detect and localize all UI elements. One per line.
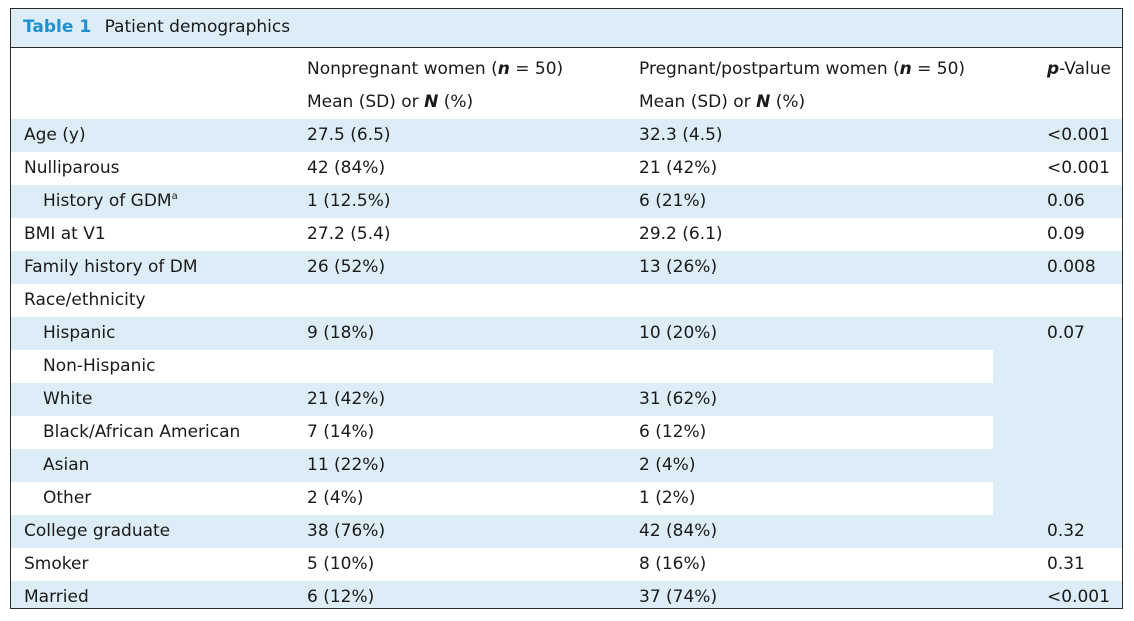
p-value: 0.32 — [1047, 521, 1085, 541]
row-shading — [11, 581, 1122, 608]
nonpregnant-value: 5 (10%) — [307, 554, 375, 574]
p-value: 0.06 — [1047, 191, 1085, 211]
row-shading — [11, 449, 993, 482]
p-value: 0.31 — [1047, 554, 1085, 574]
table-row: White 21 (42%) 31 (62%) — [11, 383, 1122, 416]
row-label: College graduate — [24, 521, 171, 541]
pregnant-value: 6 (21%) — [639, 191, 707, 211]
p-value: <0.001 — [1047, 158, 1110, 178]
table-row: Age (y) 27.5 (6.5) 32.3 (4.5) <0.001 — [11, 119, 1122, 152]
row-label: Smoker — [24, 554, 89, 574]
pregnant-value: 37 (74%) — [639, 587, 718, 607]
p-value: 0.07 — [1047, 323, 1085, 343]
row-label: Nulliparous — [24, 158, 120, 178]
nonpregnant-value: 11 (22%) — [307, 455, 386, 475]
table-row: Asian 11 (22%) 2 (4%) — [11, 449, 1122, 482]
table-row: Family history of DM 26 (52%) 13 (26%) 0.00… — [11, 251, 1122, 284]
row-shading — [11, 515, 1122, 548]
row-shading — [11, 119, 1122, 152]
p-value: 0.008 — [1047, 257, 1096, 277]
table-row: History of GDMa 1 (12.5%) 6 (21%) 0.06 — [11, 185, 1122, 218]
table-row: Married 6 (12%) 37 (74%) <0.001 — [11, 581, 1122, 608]
header-col-pregnant: Pregnant/postpartum women (n = 50) — [639, 59, 966, 79]
row-label: Black/African American — [43, 422, 241, 442]
pvalue-span-shading — [993, 416, 1122, 449]
table-label: Table 1 — [23, 17, 92, 37]
nonpregnant-value: 42 (84%) — [307, 158, 386, 178]
table-frame: Table 1 Patient demographics Nonpregnant… — [10, 8, 1123, 609]
table-row: Non-Hispanic — [11, 350, 1122, 383]
nonpregnant-value: 1 (12.5%) — [307, 191, 391, 211]
pvalue-span-shading — [993, 350, 1122, 383]
nonpregnant-value: 27.2 (5.4) — [307, 224, 391, 244]
nonpregnant-value: 9 (18%) — [307, 323, 375, 343]
row-label: History of GDMa — [43, 191, 178, 211]
nonpregnant-value: 7 (14%) — [307, 422, 375, 442]
row-label: Married — [24, 587, 89, 607]
pregnant-value: 42 (84%) — [639, 521, 718, 541]
header-stat-pregnant: Mean (SD) or N (%) — [639, 92, 806, 112]
row-label: Non-Hispanic — [43, 356, 156, 376]
row-shading — [11, 251, 1122, 284]
row-label: Race/ethnicity — [24, 290, 146, 310]
pregnant-value: 29.2 (6.1) — [639, 224, 723, 244]
header-stat-nonpregnant: Mean (SD) or N (%) — [307, 92, 474, 112]
table-row: Hispanic 9 (18%) 10 (20%) 0.07 — [11, 317, 1122, 350]
row-shading — [11, 383, 993, 416]
pregnant-value: 10 (20%) — [639, 323, 718, 343]
table-row: BMI at V1 27.2 (5.4) 29.2 (6.1) 0.09 — [11, 218, 1122, 251]
pregnant-value: 31 (62%) — [639, 389, 718, 409]
pregnant-value: 8 (16%) — [639, 554, 707, 574]
row-label: Family history of DM — [24, 257, 198, 277]
row-label: Other — [43, 488, 92, 508]
pregnant-value: 21 (42%) — [639, 158, 718, 178]
pregnant-value: 6 (12%) — [639, 422, 707, 442]
pregnant-value: 2 (4%) — [639, 455, 696, 475]
pregnant-value: 13 (26%) — [639, 257, 718, 277]
table-row: Smoker 5 (10%) 8 (16%) 0.31 — [11, 548, 1122, 581]
pvalue-span-shading — [993, 482, 1122, 515]
header-row-stats: Mean (SD) or N (%) Mean (SD) or N (%) — [11, 86, 1122, 119]
table-row: Black/African American 7 (14%) 6 (12%) — [11, 416, 1122, 449]
nonpregnant-value: 27.5 (6.5) — [307, 125, 391, 145]
pvalue-span-shading — [993, 449, 1122, 482]
table-row: Nulliparous 42 (84%) 21 (42%) <0.001 — [11, 152, 1122, 185]
p-value: <0.001 — [1047, 125, 1110, 145]
pregnant-value: 1 (2%) — [639, 488, 696, 508]
table-row: Race/ethnicity — [11, 284, 1122, 317]
nonpregnant-value: 26 (52%) — [307, 257, 386, 277]
pvalue-span-shading — [993, 383, 1122, 416]
nonpregnant-value: 2 (4%) — [307, 488, 364, 508]
row-shading — [11, 317, 1122, 350]
row-label: White — [43, 389, 93, 409]
header-col-pvalue: p-Value — [1047, 59, 1111, 79]
header-col-nonpregnant: Nonpregnant women (n = 50) — [307, 59, 564, 79]
p-value: 0.09 — [1047, 224, 1085, 244]
row-shading — [11, 185, 1122, 218]
nonpregnant-value: 21 (42%) — [307, 389, 386, 409]
row-label: Hispanic — [43, 323, 116, 343]
table-row: College graduate 38 (76%) 42 (84%) 0.32 — [11, 515, 1122, 548]
pregnant-value: 32.3 (4.5) — [639, 125, 723, 145]
header-row-names: Nonpregnant women (n = 50) Pregnant/post… — [11, 53, 1122, 86]
row-label: Age (y) — [24, 125, 86, 145]
table-caption: Table 1 Patient demographics — [11, 9, 1122, 48]
row-label: Asian — [43, 455, 90, 475]
table-title: Patient demographics — [104, 17, 291, 37]
row-label: BMI at V1 — [24, 224, 106, 244]
table-row: Other 2 (4%) 1 (2%) — [11, 482, 1122, 515]
nonpregnant-value: 38 (76%) — [307, 521, 386, 541]
footnote-marker: a — [171, 191, 178, 202]
nonpregnant-value: 6 (12%) — [307, 587, 375, 607]
p-value: <0.001 — [1047, 587, 1110, 607]
